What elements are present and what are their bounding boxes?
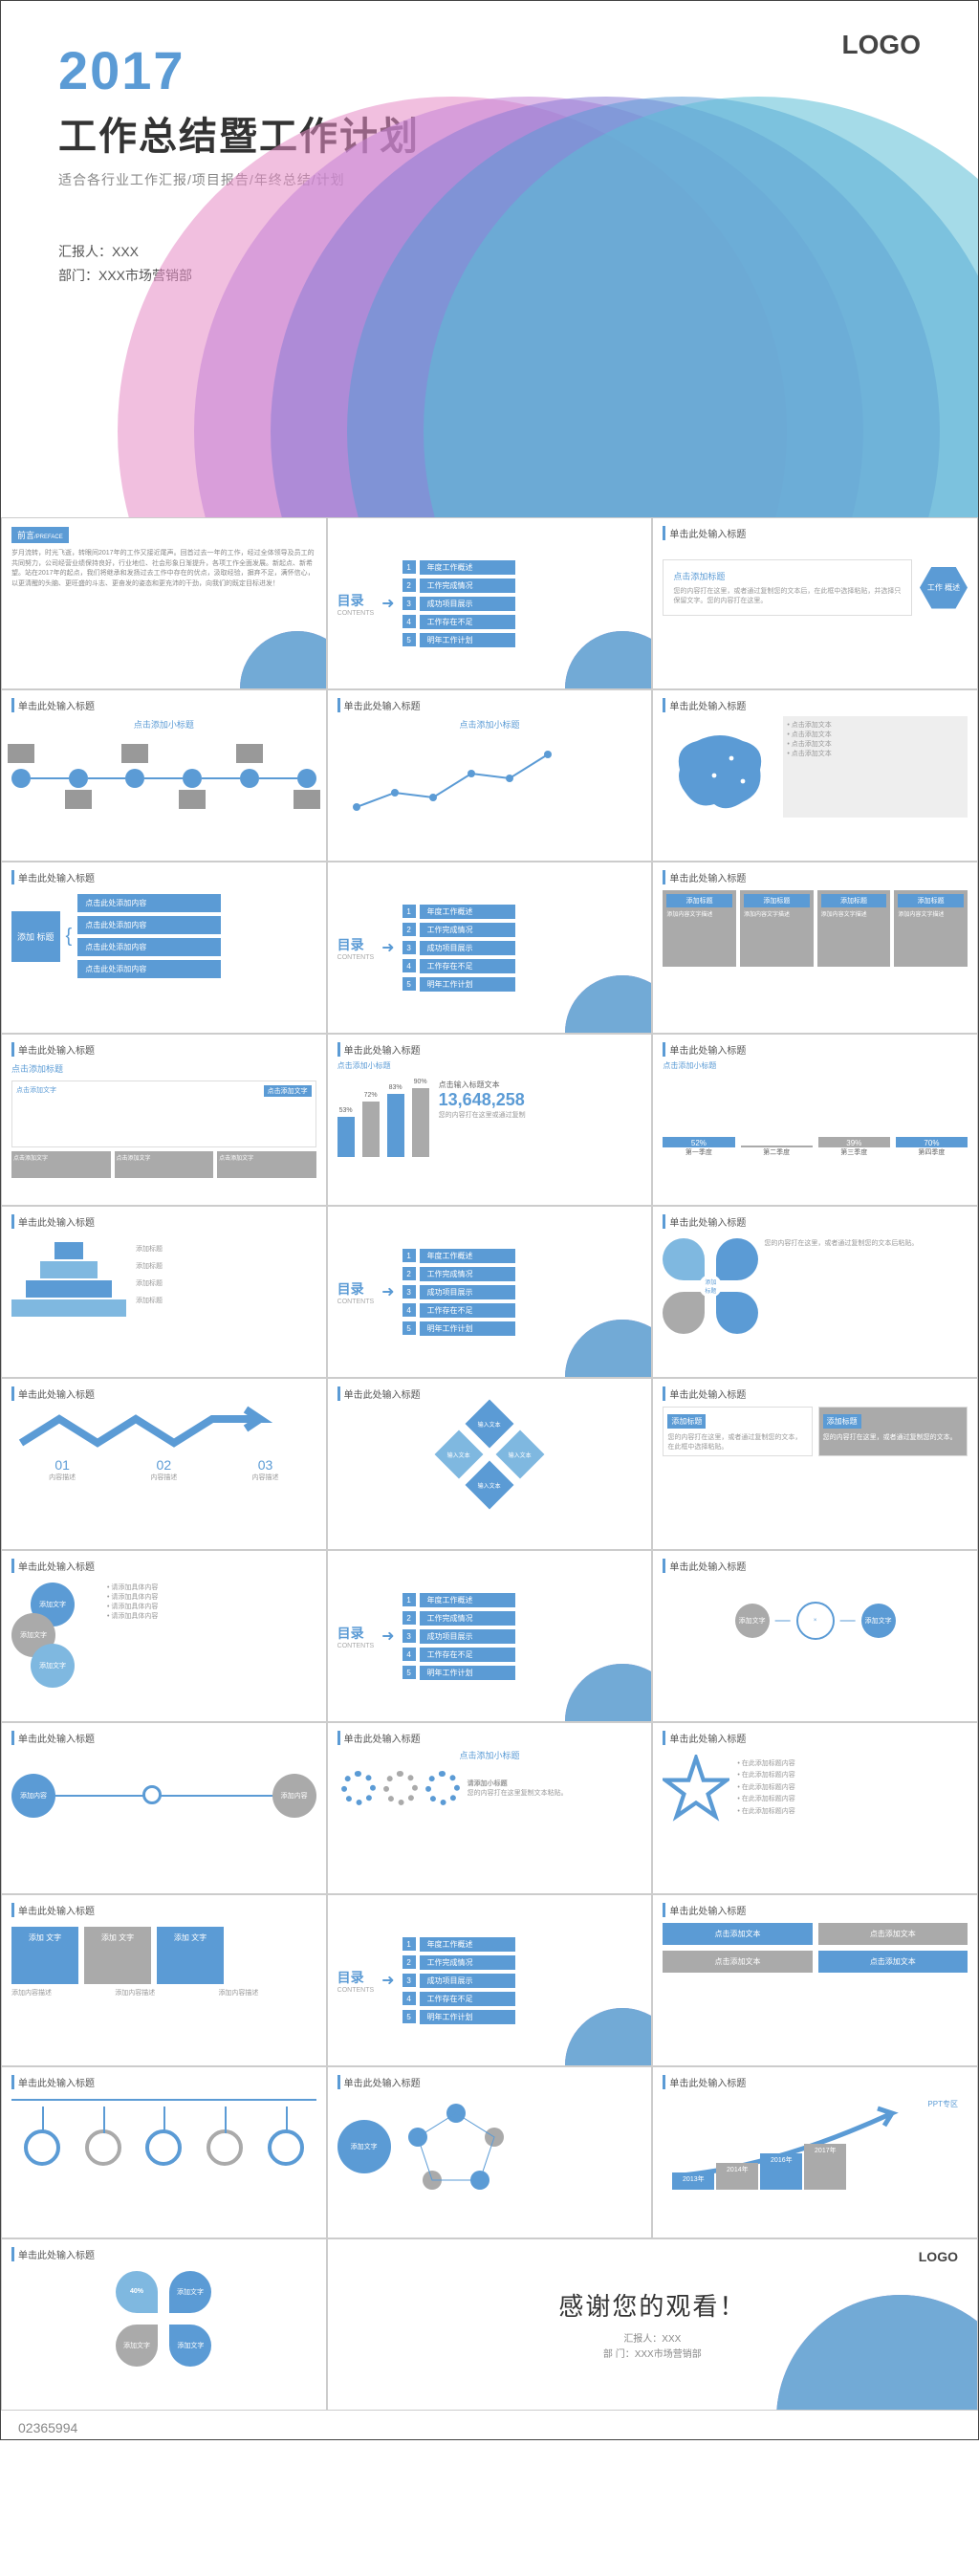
slide-closing: LOGO 感谢您的观看！ 汇报人：XXX部 门：XXX市场营销部 — [327, 2238, 978, 2411]
slide-clover: 单击此处输入标题 添加标题 您的内容打在这里，或者通过复制您的文本后粘贴。 — [652, 1206, 978, 1378]
slide-pentagon: 单击此处输入标题 添加文字 — [327, 2066, 653, 2238]
gear-icon — [425, 1771, 460, 1805]
slide-preface: 前言/PREFACE 岁月流转，时光飞逝，转眼间2017年的工作又接近尾声。回首… — [1, 517, 327, 689]
timeline — [11, 769, 316, 788]
slide-quarter-bars: 单击此处输入标题 点击添加小标题 52%第一季度第二季度39%第三季度70%第四… — [652, 1034, 978, 1206]
slide-arrow-steps: 单击此处输入标题 01内容描述 02内容描述 03内容描述 — [1, 1378, 327, 1550]
template-id: 02365994 — [1, 2411, 978, 2439]
slide-gears: 单击此处输入标题 点击添加小标题 请添加小标题您的内容打在这里复制文本粘贴。 — [327, 1722, 653, 1894]
slide-bracket: 单击此处输入标题 添加 标题 { 点击此处添加内容点击此处添加内容点击此处添加内… — [1, 862, 327, 1034]
zigzag-arrow — [11, 1405, 279, 1452]
slide-diamonds: 单击此处输入标题 输入文本 输入文本 输入文本 输入文本 — [327, 1378, 653, 1550]
hanging-circles — [11, 2129, 316, 2166]
star-icon — [663, 1755, 729, 1822]
china-map-icon — [663, 722, 777, 818]
big-number: 13,648,258 — [439, 1090, 642, 1110]
hex-badge: 工作 概述 — [920, 567, 968, 609]
slide-2x2: 单击此处输入标题 点击添加文本点击添加文本 点击添加文本点击添加文本 — [652, 1894, 978, 2066]
preface-text: 岁月流转，时光飞逝，转眼间2017年的工作又接近尾声。回首过去一年的工作，经过全… — [11, 549, 316, 589]
slide-title: 单击此处输入标题 — [663, 526, 968, 540]
arrow-icon: ➜ — [381, 594, 394, 613]
slide-flow2: 单击此处输入标题 添加内容 添加内容 — [1, 1722, 327, 1894]
clover-diagram: 添加标题 — [663, 1238, 758, 1334]
template-thumbnail-sheet: LOGO 2017 工作总结暨工作计划 适合各行业工作汇报/项目报告/年终总结/… — [0, 0, 979, 2440]
pentagon-flow — [399, 2099, 513, 2194]
slides-grid: 前言/PREFACE 岁月流转，时光飞逝，转眼间2017年的工作又接近尾声。回首… — [1, 517, 978, 2411]
gear-icon — [341, 1771, 376, 1805]
fan-graphic — [424, 97, 978, 517]
slide-toc-5: 目录CONTENTS ➜1年度工作概述2工作完成情况3成功项目展示4工作存在不足… — [327, 1894, 653, 2066]
toc-items: 1年度工作概述2工作完成情况3成功项目展示4工作存在不足5明年工作计划 — [402, 560, 515, 647]
slide-pyramid: 单击此处输入标题 添加标题添加标题 添加标题添加标题 — [1, 1206, 327, 1378]
diamonds: 输入文本 输入文本 输入文本 输入文本 — [427, 1407, 552, 1502]
slide-tree: 单击此处输入标题 点击添加标题 点击添加文字 点击添加文字 点击添加文字 点击添… — [1, 1034, 327, 1206]
thanks-title: 感谢您的观看！ — [558, 2287, 746, 2323]
slide-work-summary: 单击此处输入标题 点击添加标题 您的内容打在这里，或者通过复制您的文本后，在此框… — [652, 517, 978, 689]
slide-twocol: 单击此处输入标题 添加标题您的内容打在这里，或者通过复制您的文本，在此框中选择粘… — [652, 1378, 978, 1550]
toc-label-en: CONTENTS — [337, 610, 375, 617]
slide-star: 单击此处输入标题 • 在此添加标题内容• 在此添加标题内容• 在此添加标题内容•… — [652, 1722, 978, 1894]
slide-china-map: 单击此处输入标题 • 点击添加文本• 点击添加文本• 点击添加文本• 点击添加文… — [652, 689, 978, 862]
slide-toc-4: 目录CONTENTS ➜1年度工作概述2工作完成情况3成功项目展示4工作存在不足… — [327, 1550, 653, 1722]
cover-slide: LOGO 2017 工作总结暨工作计划 适合各行业工作汇报/项目报告/年终总结/… — [1, 1, 978, 517]
logo: LOGO — [842, 30, 921, 60]
slide-flow-lr: 单击此处输入标题 添加文字 — × — 添加文字 — [652, 1550, 978, 1722]
slide-barchart: 单击此处输入标题 点击添加小标题 53%72%83%90% 点击输入标题文本 1… — [327, 1034, 653, 1206]
slide-growth: 单击此处输入标题 2013年 2014年 2016年 2017年 PPT专区 — [652, 2066, 978, 2238]
preface-badge: 前言/PREFACE — [11, 527, 69, 543]
slide-4box: 单击此处输入标题 添加标题添加内容文字描述添加标题添加内容文字描述添加标题添加内… — [652, 862, 978, 1034]
slide-hanging: 单击此处输入标题 — [1, 2066, 327, 2238]
gear-icon — [383, 1771, 418, 1805]
line-chart — [337, 731, 586, 826]
slide-circles: 单击此处输入标题 添加文字 添加文字 添加文字 • 请添加具体内容• 请添加具体… — [1, 1550, 327, 1722]
slide-3boxes: 单击此处输入标题 添加 文字 添加 文字 添加 文字 添加内容描述添加内容描述添… — [1, 1894, 327, 2066]
slide-toc-3: 目录CONTENTS ➜1年度工作概述2工作完成情况3成功项目展示4工作存在不足… — [327, 1206, 653, 1378]
slide-timeline: 单击此处输入标题 点击添加小标题 — [1, 689, 327, 862]
pyramid — [11, 1242, 126, 1317]
cover-year: 2017 — [58, 39, 921, 101]
slide-toc-2: 目录CONTENTS ➜1年度工作概述2工作完成情况3成功项目展示4工作存在不足… — [327, 862, 653, 1034]
toc-label: 目录 — [337, 591, 369, 610]
slide-toc-1: 目录 CONTENTS ➜ 1年度工作概述2工作完成情况3成功项目展示4工作存在… — [327, 517, 653, 689]
slide-linechart: 单击此处输入标题 点击添加小标题 — [327, 689, 653, 862]
slide-quad-40: 单击此处输入标题 40% 添加文字 添加文字 添加文字 — [1, 2238, 327, 2411]
